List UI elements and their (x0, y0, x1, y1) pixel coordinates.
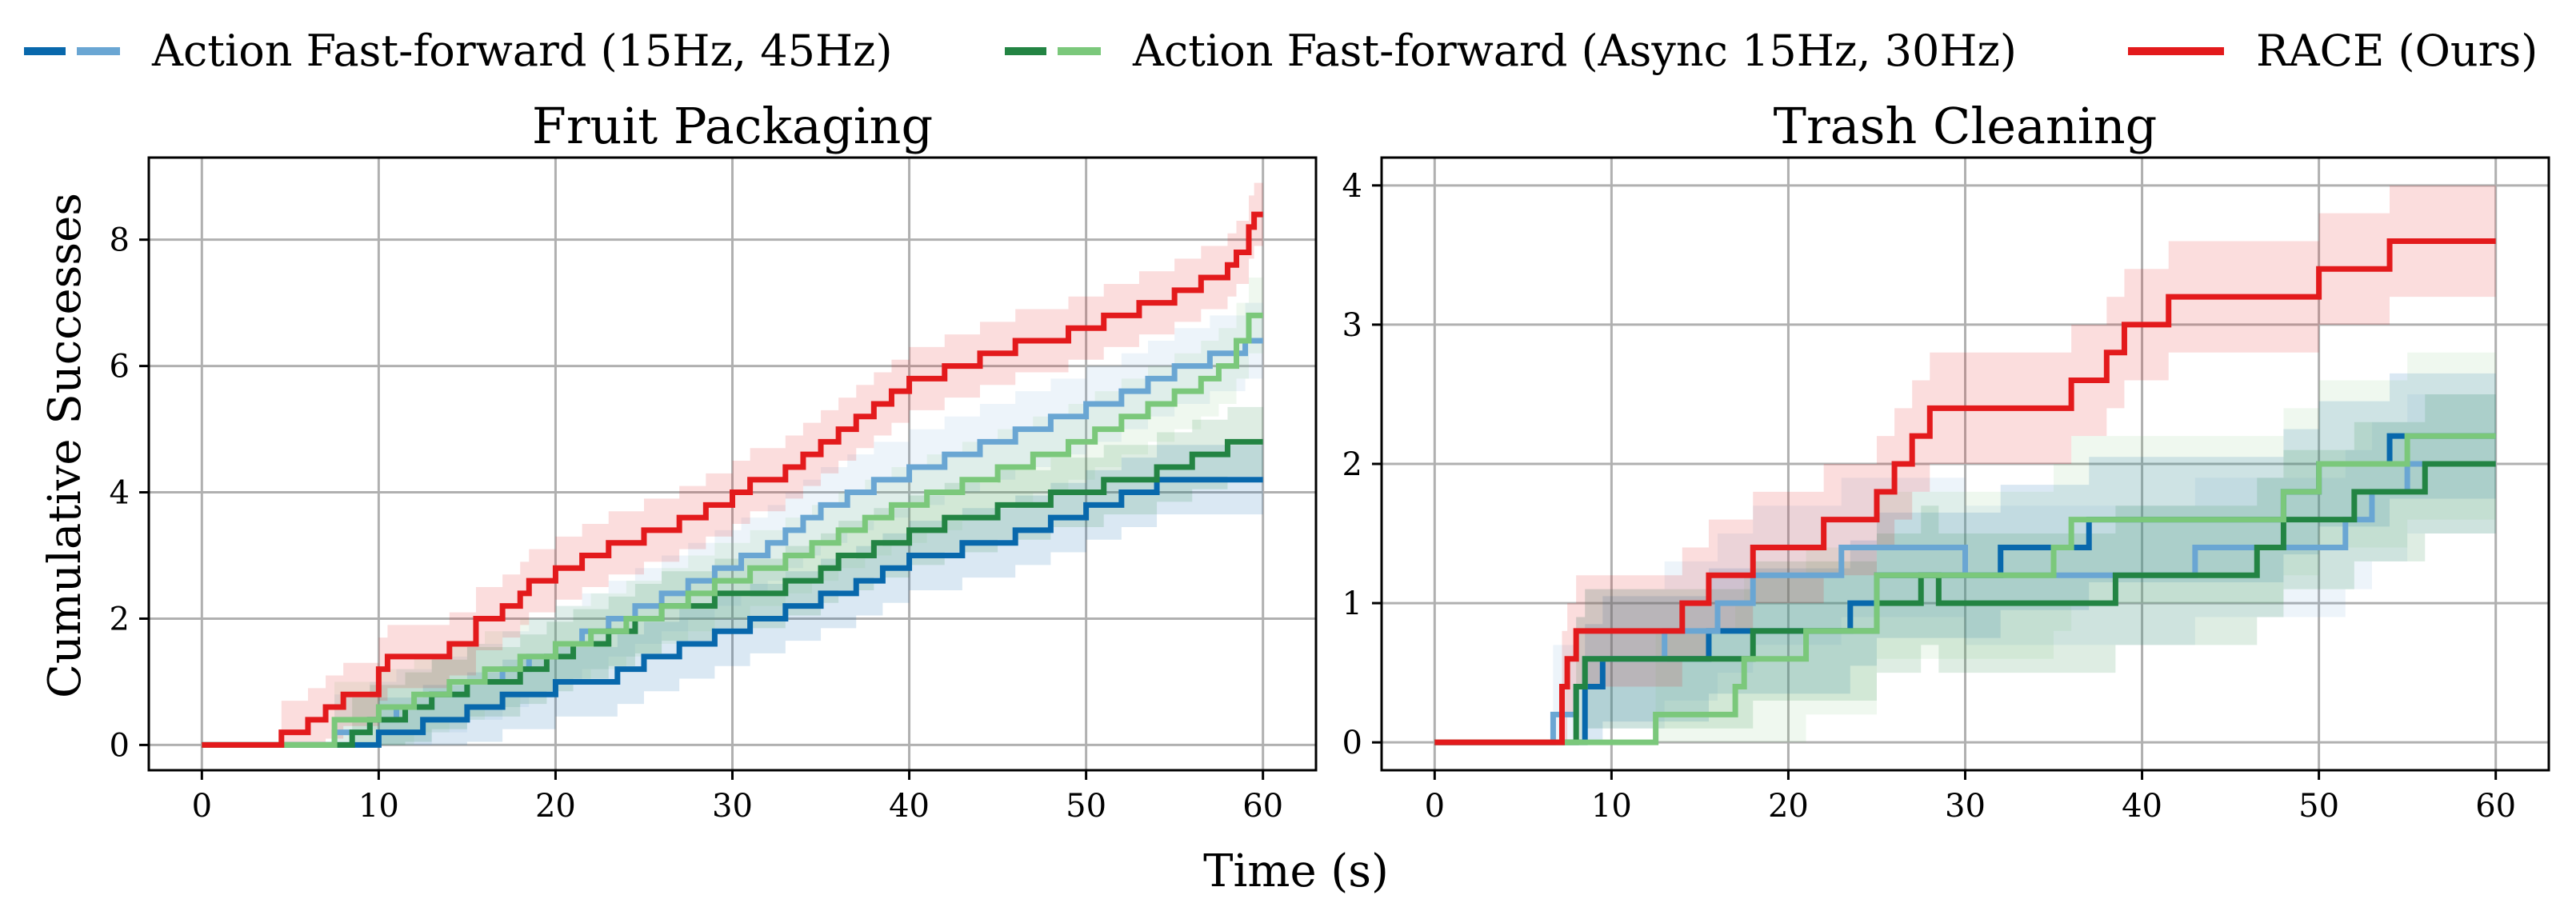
x-tick-label: 20 (535, 788, 576, 825)
series-line-race (202, 211, 1263, 748)
plot-area (202, 182, 1263, 748)
legend-entry: Action Fast-forward (Async 15Hz, 30Hz) (1005, 26, 2017, 76)
x-tick-label: 40 (889, 788, 930, 825)
legend-entry: Action Fast-forward (15Hz, 45Hz) (24, 26, 893, 76)
subplot-title: Trash Cleaning (1774, 97, 2158, 155)
y-tick-label: 0 (110, 727, 130, 764)
x-tick-label: 60 (1242, 788, 1283, 825)
x-tick-label: 0 (192, 788, 212, 825)
y-tick-label: 3 (1342, 307, 1362, 344)
x-tick-label: 10 (358, 788, 399, 825)
y-tick-label: 4 (110, 475, 130, 512)
subplot-title: Fruit Packaging (532, 97, 933, 155)
y-axis-label: Cumulative Successes (39, 193, 91, 698)
y-tick-label: 2 (110, 601, 130, 637)
plot-area (1434, 185, 2496, 745)
ticks: 0 10 20 30 40 50 60 0 1 2 3 4 (1342, 168, 2517, 825)
legend-entry: RACE (Ours) (2128, 26, 2538, 76)
grid (149, 158, 1316, 770)
legend-label: Action Fast-forward (15Hz, 45Hz) (151, 26, 893, 76)
confidence-band-ff45 (202, 302, 1263, 745)
series-line-ff15 (202, 477, 1263, 748)
x-tick-label: 50 (1066, 788, 1106, 825)
series-line-async30 (1434, 433, 2496, 745)
y-tick-label: 0 (1342, 725, 1362, 761)
ticks: 0 10 20 30 40 50 60 0 2 4 6 8 (110, 222, 1284, 825)
x-tick-label: 20 (1768, 788, 1809, 825)
x-tick-label: 30 (1945, 788, 1986, 825)
x-axis-label: Time (s) (1203, 845, 1389, 897)
confidence-band-async15 (202, 406, 1263, 745)
series-line-async30 (202, 312, 1263, 748)
confidence-band-race (202, 182, 1263, 745)
x-tick-label: 50 (2298, 788, 2339, 825)
y-tick-label: 6 (110, 349, 130, 386)
x-tick-label: 30 (712, 788, 753, 825)
y-tick-label: 1 (1342, 585, 1362, 622)
subplot-fruit-packaging: 0 10 20 30 40 50 60 0 2 4 6 8 Fruit Packaging (110, 97, 1318, 825)
x-tick-label: 40 (2122, 788, 2162, 825)
x-tick-label: 10 (1591, 788, 1632, 825)
x-tick-label: 0 (1425, 788, 1445, 825)
legend-label: Action Fast-forward (Async 15Hz, 30Hz) (1132, 26, 2017, 76)
legend-label: RACE (Ours) (2256, 26, 2538, 76)
x-tick-label: 60 (2475, 788, 2516, 825)
series-line-race (1434, 238, 2496, 745)
y-tick-label: 2 (1342, 446, 1362, 483)
y-tick-label: 8 (110, 222, 130, 259)
legend: Action Fast-forward (15Hz, 45Hz) Action F… (24, 26, 2538, 76)
y-tick-label: 4 (1342, 168, 1362, 205)
subplot-trash-cleaning: 0 10 20 30 40 50 60 0 1 2 3 4 Trash Cleaning (1342, 97, 2550, 825)
